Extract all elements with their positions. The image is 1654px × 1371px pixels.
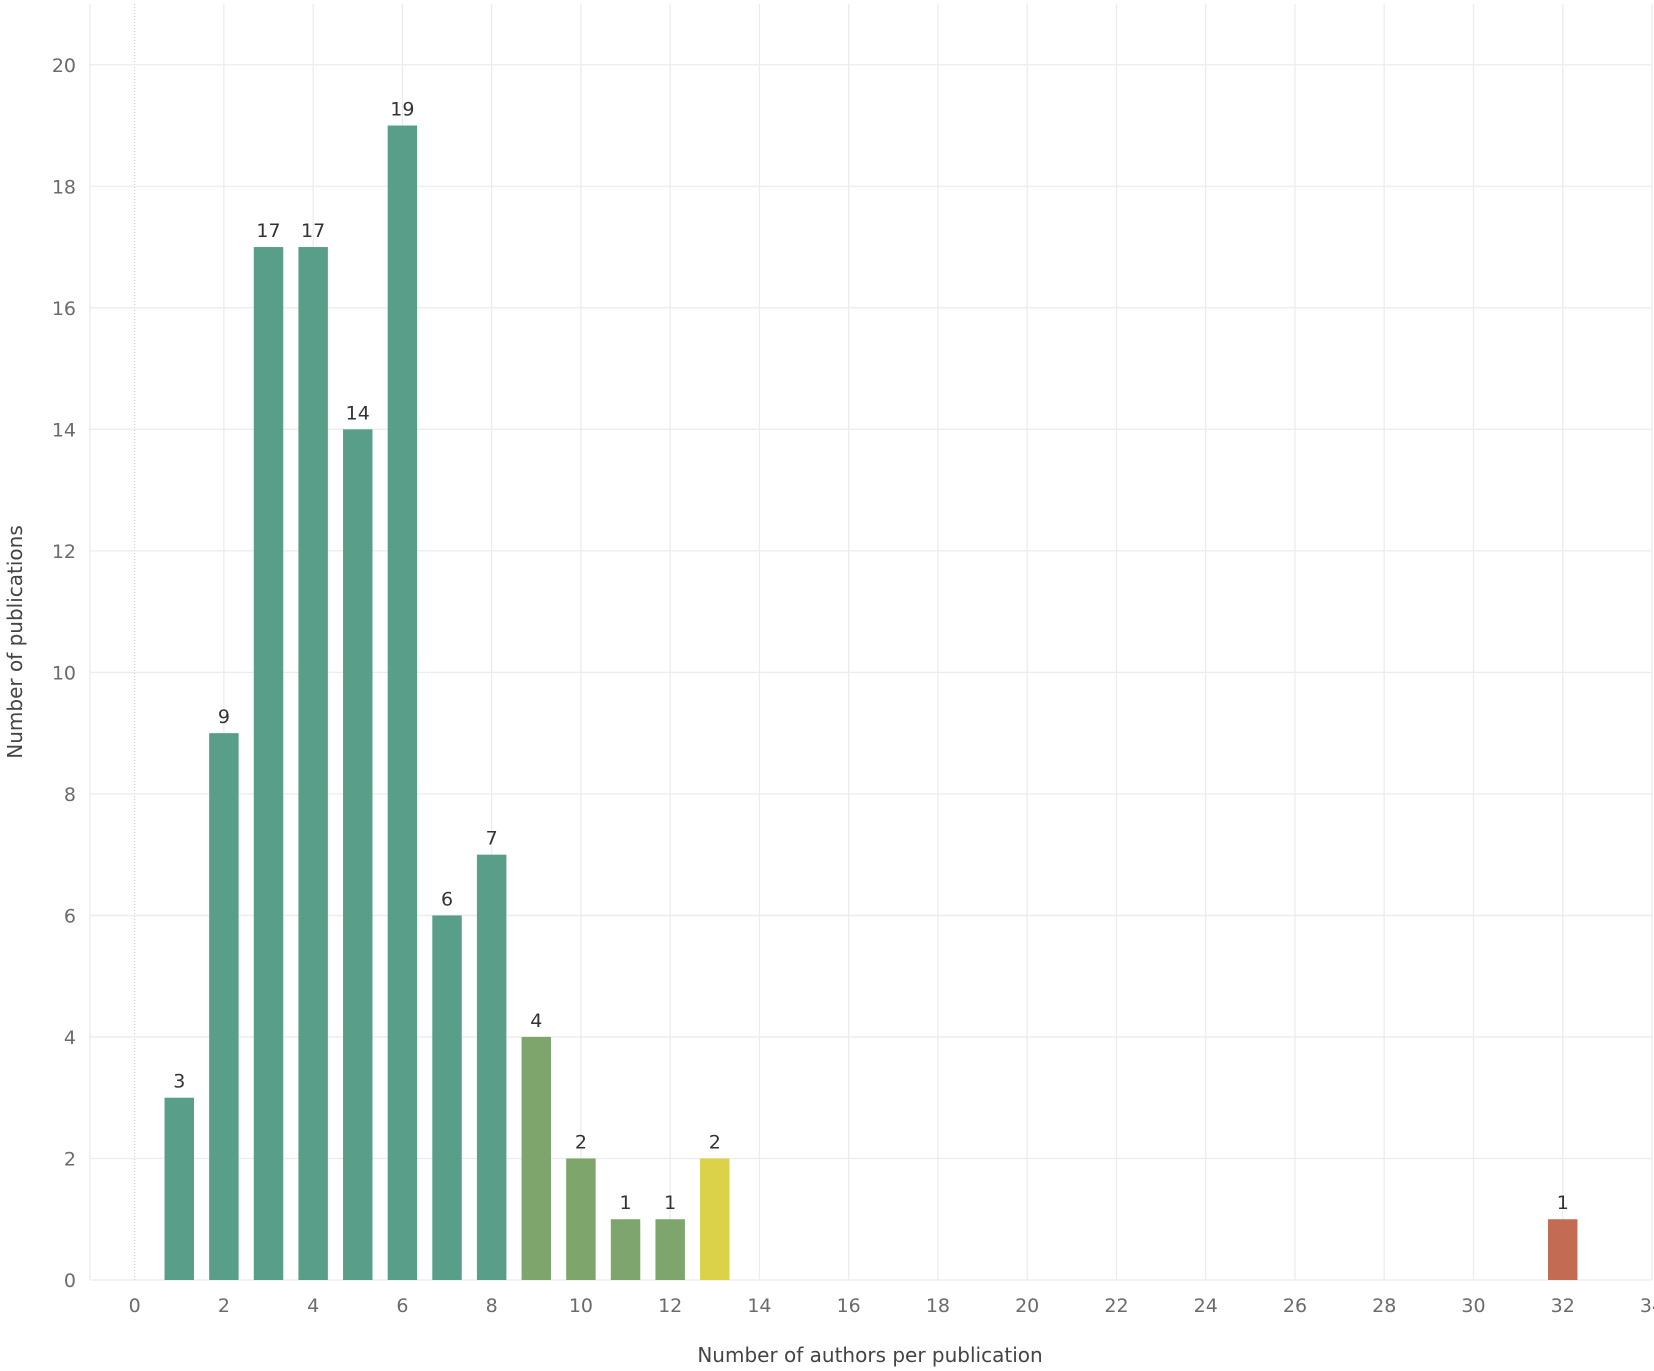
x-tick-label: 4 [307, 1295, 319, 1317]
y-tick-label: 12 [52, 541, 76, 563]
x-tick-label: 18 [926, 1295, 950, 1317]
x-tick-label: 0 [129, 1295, 141, 1317]
y-tick-label: 14 [52, 419, 76, 441]
bar [253, 247, 284, 1281]
bar-value-label: 2 [709, 1131, 721, 1153]
bar-value-label: 9 [218, 706, 230, 728]
x-tick-label: 14 [747, 1295, 771, 1317]
bar-value-label: 19 [390, 99, 414, 121]
x-tick-label: 22 [1104, 1295, 1128, 1317]
x-tick-label: 6 [396, 1295, 408, 1317]
gridlines [89, 4, 1653, 1281]
bar [566, 1158, 596, 1280]
bar-value-label: 7 [486, 828, 498, 850]
bar-value-label: 1 [619, 1192, 631, 1214]
bar [209, 733, 239, 1280]
x-tick-label: 30 [1461, 1295, 1485, 1317]
bar-value-label: 14 [346, 402, 370, 424]
x-axis-title: Number of authors per publication [697, 1343, 1042, 1367]
bar [387, 125, 418, 1281]
x-tick-label: 24 [1194, 1295, 1218, 1317]
x-tick-label: 8 [486, 1295, 498, 1317]
x-tick-label: 34 [1640, 1295, 1654, 1317]
bar-value-label: 3 [173, 1071, 185, 1093]
bar [655, 1219, 685, 1280]
bar-value-label: 1 [1557, 1192, 1569, 1214]
x-tick-label: 20 [1015, 1295, 1039, 1317]
y-tick-label: 18 [52, 176, 76, 198]
y-axis-ticks: 0 2 4 6 8 10 12 14 16 18 20 [52, 55, 76, 1292]
bar [700, 1158, 730, 1280]
bar [521, 1036, 552, 1280]
bar [610, 1219, 641, 1280]
x-tick-label: 26 [1283, 1295, 1307, 1317]
bar-value-label: 2 [575, 1131, 587, 1153]
bar-value-label: 1 [664, 1192, 676, 1214]
y-tick-label: 8 [64, 784, 76, 806]
x-tick-label: 2 [218, 1295, 230, 1317]
y-axis-title: Number of publications [3, 525, 27, 759]
y-tick-label: 4 [64, 1027, 76, 1049]
bar-value-labels: 3 9 17 17 14 19 6 7 4 2 1 1 2 1 [173, 99, 1569, 1215]
bar-value-label: 17 [301, 220, 325, 242]
x-tick-label: 10 [569, 1295, 593, 1317]
bar [1548, 1219, 1578, 1280]
x-tick-label: 12 [658, 1295, 682, 1317]
bar [298, 247, 328, 1281]
y-tick-label: 10 [52, 662, 76, 684]
x-axis-ticks: 0246810121416182022242628303234 [129, 1295, 1654, 1317]
bar [343, 429, 373, 1280]
x-tick-label: 16 [837, 1295, 861, 1317]
x-tick-label: 28 [1372, 1295, 1396, 1317]
bar [164, 1097, 194, 1280]
y-tick-label: 2 [64, 1148, 76, 1170]
bar-value-label: 6 [441, 888, 453, 910]
bar-value-label: 17 [256, 220, 280, 242]
bar-value-label: 4 [530, 1010, 542, 1032]
y-tick-label: 6 [64, 905, 76, 927]
bars [164, 125, 1578, 1281]
y-tick-label: 16 [52, 298, 76, 320]
y-tick-label: 20 [52, 55, 76, 77]
bar [476, 854, 507, 1280]
bar [432, 915, 462, 1280]
x-tick-label: 32 [1551, 1295, 1575, 1317]
y-tick-label: 0 [64, 1270, 76, 1292]
